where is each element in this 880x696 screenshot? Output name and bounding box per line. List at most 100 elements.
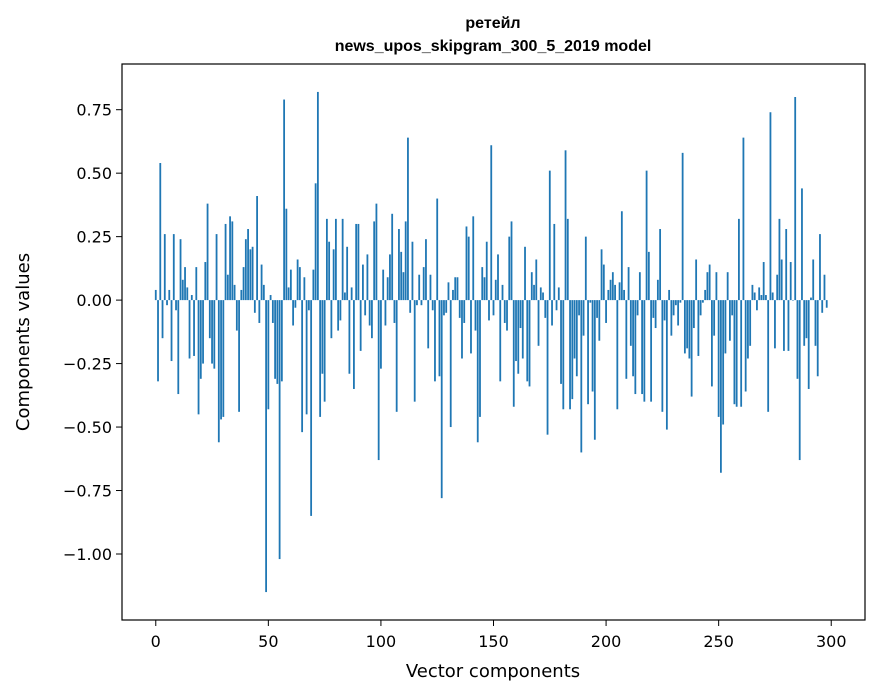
y-axis-ticks: −1.00 −0.75 −0.50 −0.25 0.00 0.25 0.50 0.75	[63, 101, 122, 564]
bar-236	[686, 300, 689, 349]
bar-56	[280, 300, 283, 382]
bar-109	[400, 251, 403, 301]
bar-118	[420, 300, 423, 306]
bar-212	[632, 300, 634, 377]
bar-99	[377, 300, 380, 461]
bar-233	[679, 300, 682, 303]
bar-283	[792, 300, 794, 301]
bar-107	[395, 300, 398, 412]
bar-258	[735, 300, 738, 407]
bar-215	[638, 272, 641, 301]
bar-114	[411, 241, 414, 301]
bar-73	[319, 300, 322, 417]
bar-129	[445, 300, 448, 313]
bar-27	[215, 234, 218, 301]
bar-225	[661, 300, 664, 412]
x-axis-ticks: 0 50 100 150 200 250 300	[151, 620, 847, 651]
bar-51	[269, 295, 272, 301]
bar-9	[175, 300, 177, 311]
y-tick-label-0: −1.00	[63, 545, 112, 564]
y-tick-label-2: −0.50	[63, 418, 112, 437]
bar-22	[204, 262, 207, 301]
bar-33	[229, 216, 231, 301]
bar-223	[656, 279, 659, 301]
bar-36	[235, 300, 238, 331]
bar-261	[742, 137, 745, 301]
bar-64	[298, 267, 301, 301]
bar-126	[438, 300, 441, 377]
bar-222	[654, 300, 657, 329]
bar-155	[503, 300, 506, 323]
bar-24	[208, 300, 211, 339]
bar-87	[350, 287, 353, 301]
bar-199	[602, 264, 605, 301]
bar-249	[715, 272, 718, 301]
bar-72	[316, 91, 319, 301]
bar-117	[418, 274, 421, 301]
bar-153	[499, 300, 502, 382]
bar-251	[720, 300, 722, 473]
bar-246	[708, 264, 711, 301]
x-tick-label-250: 250	[703, 632, 734, 651]
bar-18	[195, 267, 198, 301]
bar-135	[458, 300, 461, 318]
bar-243	[701, 300, 704, 303]
x-tick-label-0: 0	[151, 632, 161, 651]
bar-201	[607, 289, 610, 301]
bar-158	[510, 221, 513, 301]
bar-230	[672, 300, 675, 316]
bar-237	[688, 300, 691, 359]
bar-112	[407, 137, 409, 301]
x-tick-label-300: 300	[816, 632, 847, 651]
bar-167	[530, 272, 533, 301]
bar-191	[584, 236, 587, 301]
bar-152	[497, 254, 499, 301]
bar-228	[668, 289, 671, 301]
bar-81	[337, 300, 340, 331]
bar-67	[305, 300, 308, 415]
bar-184	[569, 300, 571, 410]
bar-211	[629, 300, 632, 346]
bar-40	[244, 239, 247, 301]
bar-26	[213, 300, 216, 369]
bar-61	[292, 300, 295, 326]
bar-7	[170, 300, 173, 362]
bar-58	[285, 208, 288, 301]
bar-91	[359, 300, 362, 351]
bar-102	[384, 300, 387, 326]
bar-176	[551, 300, 553, 326]
bar-119	[422, 267, 425, 301]
bar-148	[488, 300, 490, 321]
bar-156	[506, 300, 508, 331]
bar-96	[371, 300, 373, 339]
bar-271	[765, 295, 767, 301]
bar-108	[398, 229, 400, 301]
bar-298	[825, 300, 828, 308]
y-tick-label-7: 0.75	[76, 101, 112, 120]
bar-255	[729, 300, 731, 341]
bar-232	[677, 300, 680, 326]
bar-198	[600, 249, 603, 301]
bar-281	[787, 300, 790, 351]
bar-31	[224, 223, 227, 301]
bar-247	[711, 300, 713, 387]
bar-14	[186, 287, 189, 301]
bar-141	[472, 216, 475, 301]
bar-268	[758, 287, 761, 301]
bar-84	[344, 292, 346, 301]
bar-10	[177, 300, 180, 395]
bar-88	[353, 300, 355, 389]
bar-138	[465, 226, 468, 301]
bar-4	[163, 234, 166, 301]
bar-124	[434, 300, 436, 382]
bar-193	[589, 300, 592, 303]
x-tick-label-100: 100	[366, 632, 397, 651]
bar-132	[452, 289, 454, 301]
bar-143	[476, 300, 479, 443]
bar-163	[521, 300, 524, 359]
bar-181	[562, 300, 565, 410]
bar-190	[582, 300, 585, 336]
bar-217	[643, 300, 646, 402]
bar-85	[346, 246, 349, 301]
bar-279	[783, 300, 785, 351]
